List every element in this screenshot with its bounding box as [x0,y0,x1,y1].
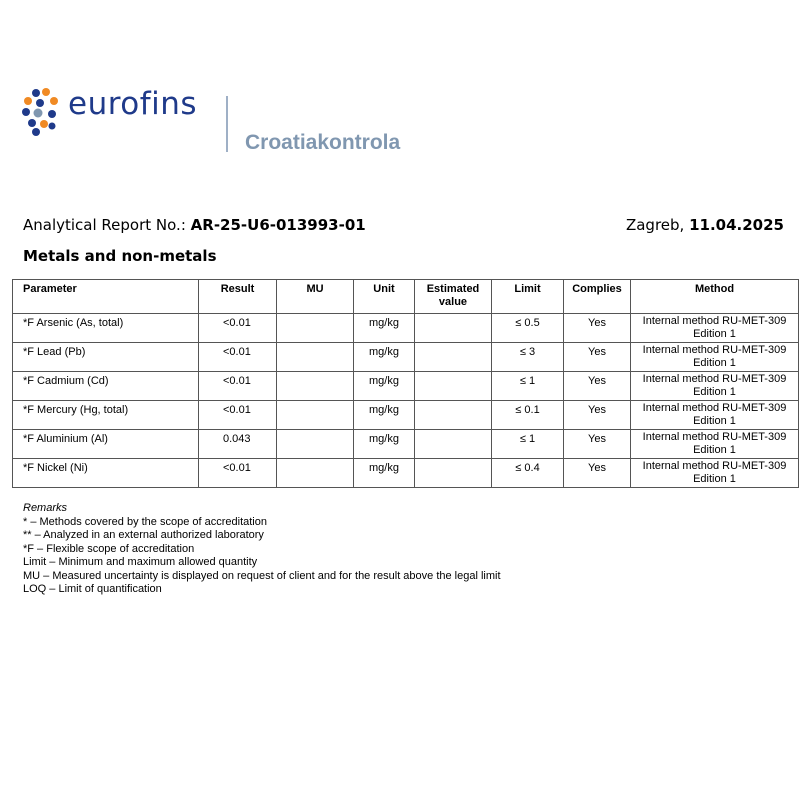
cell-parameter: *F Nickel (Ni) [12,458,199,488]
cell-mu [276,313,354,343]
cell-parameter: *F Arsenic (As, total) [12,313,199,343]
column-header: Method [630,279,799,314]
report-date: Zagreb, 11.04.2025 [626,216,784,234]
report-city: Zagreb, [625,216,690,234]
method-edition: Edition 1 [693,473,736,485]
report-number-value: AR-25-U6-013993-01 [190,216,366,234]
cell-mu [276,371,354,401]
logo-divider [226,96,228,152]
table-row: *F Nickel (Ni) <0.01 mg/kg ≤ 0.4 Yes Internal… [12,458,799,488]
cell-result: <0.01 [198,313,277,343]
cell-limit: ≤ 0.4 [491,458,564,488]
eurofins-logo-icon [22,88,58,136]
cell-limit: ≤ 0.5 [491,313,564,343]
remark-line: * – Methods covered by the scope of accr… [23,515,267,528]
table-row: *F Mercury (Hg, total) <0.01 mg/kg ≤ 0.1 Yes… [12,400,799,430]
method-method: Internal method RU-MET-309 [642,373,787,385]
cell-unit: mg/kg [353,342,415,372]
cell-method: Internal method RU-MET-309 Edition 1 [630,429,799,459]
report-date-value: 11.04.2025 [689,216,784,234]
column-header: Result [198,279,277,314]
remarks-heading: Remarks [23,502,68,514]
cell-unit: mg/kg [353,458,415,488]
cell-parameter: *F Mercury (Hg, total) [12,400,199,430]
section-title: Metals and non-metals [23,247,217,265]
cell-complies: Yes [563,429,631,459]
cell-method: Internal method RU-MET-309 Edition 1 [630,342,799,372]
report-number: Analytical Report No.: AR-25-U6-013993-0… [23,216,366,234]
cell-unit: mg/kg [353,400,415,430]
sub-brand: Croatiakontrola [245,131,401,154]
cell-method: Internal method RU-MET-309 Edition 1 [630,458,799,488]
cell-complies: Yes [563,400,631,430]
cell-complies: Yes [563,458,631,488]
cell-result: <0.01 [198,400,277,430]
table-row: *F Arsenic (As, total) <0.01 mg/kg ≤ 0.5 Yes… [12,313,799,343]
method-method: Internal method RU-MET-309 [642,431,787,443]
cell-parameter: *F Aluminium (Al) [12,429,199,459]
remarks: Remarks * – Methods covered by the scope… [23,502,501,597]
remark-line: *F – Flexible scope of accreditation [23,542,195,555]
cell-estimated [414,400,492,430]
table-row: *F Lead (Pb) <0.01 mg/kg ≤ 3 Yes Internal met… [12,342,799,372]
method-edition: Edition 1 [693,357,736,369]
cell-unit: mg/kg [353,429,415,459]
cell-unit: mg/kg [353,371,415,401]
column-header: Estimated value [414,279,492,314]
column-header: MU [276,279,354,314]
results-table: Parameter Result MU Unit Estimated value Limi… [12,279,799,488]
method-edition: Edition 1 [693,328,736,340]
cell-result: <0.01 [198,371,277,401]
cell-estimated [414,371,492,401]
remark-line: LOQ – Limit of quantification [23,583,162,595]
cell-complies: Yes [563,342,631,372]
cell-complies: Yes [563,371,631,401]
column-header: Unit [353,279,415,314]
remark-line: ** – Analyzed in an external authorized … [23,529,264,541]
table-header-row: Parameter Result MU Unit Estimated value Limi… [12,279,799,314]
remark-line: MU – Measured uncertainty is displayed o… [23,569,501,582]
cell-mu [276,429,354,459]
cell-limit: ≤ 1 [491,371,564,401]
column-header: Limit [491,279,564,314]
cell-estimated [414,458,492,488]
table-row: *F Aluminium (Al) 0.043 mg/kg ≤ 1 Yes Interna… [12,429,799,459]
cell-limit: ≤ 1 [491,429,564,459]
report-label: Analytical Report No.: [23,216,191,234]
method-method: Internal method RU-MET-309 [642,402,787,414]
cell-method: Internal method RU-MET-309 Edition 1 [630,400,799,430]
table-row: *F Cadmium (Cd) <0.01 mg/kg ≤ 1 Yes Internal … [12,371,799,401]
cell-limit: ≤ 0.1 [491,400,564,430]
cell-complies: Yes [563,313,631,343]
cell-result: 0.043 [198,429,277,459]
cell-estimated [414,342,492,372]
cell-estimated [414,313,492,343]
column-header: Complies [563,279,631,314]
cell-method: Internal method RU-MET-309 Edition 1 [630,313,799,343]
cell-result: <0.01 [198,342,277,372]
brand-name: eurofins [68,86,198,122]
cell-unit: mg/kg [353,313,415,343]
cell-parameter: *F Lead (Pb) [12,342,199,372]
cell-parameter: *F Cadmium (Cd) [12,371,199,401]
cell-method: Internal method RU-MET-309 Edition 1 [630,371,799,401]
cell-estimated [414,429,492,459]
cell-mu [276,458,354,488]
method-method: Internal method RU-MET-309 [642,344,787,356]
method-method: Internal method RU-MET-309 [642,460,787,472]
cell-mu [276,400,354,430]
cell-limit: ≤ 3 [491,342,564,372]
cell-mu [276,342,354,372]
method-edition: Edition 1 [693,386,736,398]
cell-result: <0.01 [198,458,277,488]
column-header: Parameter [12,279,199,314]
remark-line: Limit – Minimum and maximum allowed quan… [23,556,258,568]
method-edition: Edition 1 [693,444,736,456]
method-edition: Edition 1 [693,415,736,427]
method-method: Internal method RU-MET-309 [642,315,787,327]
